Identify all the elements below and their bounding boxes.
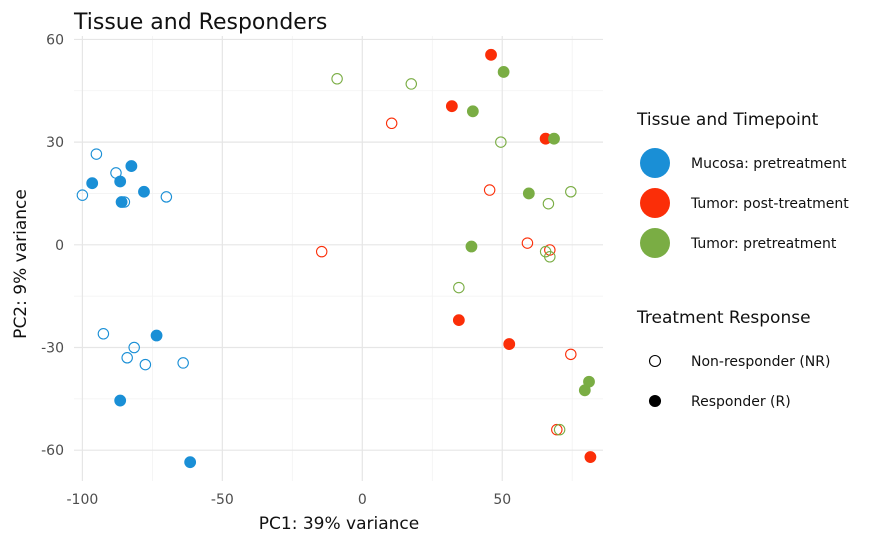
non-responder-point [315, 245, 328, 258]
responder-point [452, 314, 465, 327]
responder-point [114, 394, 127, 407]
x-axis-ticks: -100 -50 0 50 [67, 492, 512, 508]
legend-color-key [640, 148, 670, 178]
responder-point [485, 48, 497, 61]
y-axis-ticks: -60 -30 0 30 60 [41, 32, 64, 459]
color-legend-title: Tissue and Timepoint [636, 110, 819, 130]
data-points [76, 48, 597, 469]
responder-point [584, 451, 597, 463]
non-responder-point [121, 352, 133, 364]
x-tick-label: -100 [67, 492, 99, 508]
responder-point [522, 187, 535, 200]
responder-point [445, 100, 458, 113]
non-responder-point [553, 423, 566, 436]
non-responder-point [453, 281, 465, 294]
responder-point [503, 338, 516, 350]
non-responder-point [551, 423, 563, 436]
shape-legend: Treatment Response Non-responder (NR) Res… [636, 308, 830, 410]
y-tick-label: 0 [55, 238, 64, 254]
x-axis-title: PC1: 39% variance [259, 514, 419, 534]
responder-point [138, 185, 150, 198]
x-tick-label: 0 [358, 492, 367, 508]
x-tick-label: -50 [211, 492, 234, 508]
non-responder-point [139, 358, 152, 371]
non-responder-point [483, 184, 496, 196]
non-responder-point [385, 117, 398, 130]
responder-point [466, 105, 479, 118]
non-responder-point [76, 189, 89, 201]
responder-point [150, 329, 163, 342]
legend-color-key [640, 228, 670, 258]
y-tick-label: 60 [46, 32, 64, 48]
non-responder-point [177, 357, 189, 369]
plot-grid [74, 36, 603, 481]
legend-shape-key [648, 354, 662, 368]
responder-point [465, 240, 478, 253]
non-responder-point [542, 197, 555, 210]
responder-point [578, 384, 591, 397]
y-tick-label: -60 [41, 443, 64, 459]
non-responder-point [495, 136, 507, 148]
y-tick-label: -30 [41, 341, 64, 357]
non-responder-point [160, 191, 173, 203]
responder-point [497, 66, 510, 78]
chart-title: Tissue and Responders [73, 10, 327, 35]
non-responder-point [565, 186, 577, 198]
non-responder-point [544, 251, 556, 263]
non-responder-point [405, 78, 418, 90]
responder-point [184, 456, 197, 469]
non-responder-point [97, 328, 110, 340]
non-responder-point [128, 341, 140, 354]
y-tick-label: 30 [46, 135, 64, 151]
non-responder-point [521, 237, 534, 249]
non-responder-point [331, 73, 343, 85]
non-responder-point [565, 348, 577, 361]
responder-point [125, 160, 138, 172]
legend-color-label: Tumor: post-treatment [690, 196, 849, 212]
shape-legend-title: Treatment Response [636, 308, 811, 328]
x-tick-label: 50 [493, 492, 511, 508]
legend-color-label: Tumor: pretreatment [690, 236, 837, 252]
y-axis-title: PC2: 9% variance [11, 189, 31, 339]
legend-shape-label: Responder (R) [691, 394, 791, 410]
legend-color-key [640, 188, 670, 218]
legend-shape-key [648, 394, 662, 408]
color-legend: Tissue and Timepoint Mucosa: pretreatmen… [636, 110, 849, 258]
legend-shape-label: Non-responder (NR) [691, 354, 830, 370]
legend-color-label: Mucosa: pretreatment [691, 156, 847, 172]
responder-point [115, 196, 128, 208]
responder-point [86, 177, 99, 190]
responder-point [114, 175, 127, 188]
non-responder-point [90, 148, 103, 160]
responder-point [548, 132, 560, 145]
